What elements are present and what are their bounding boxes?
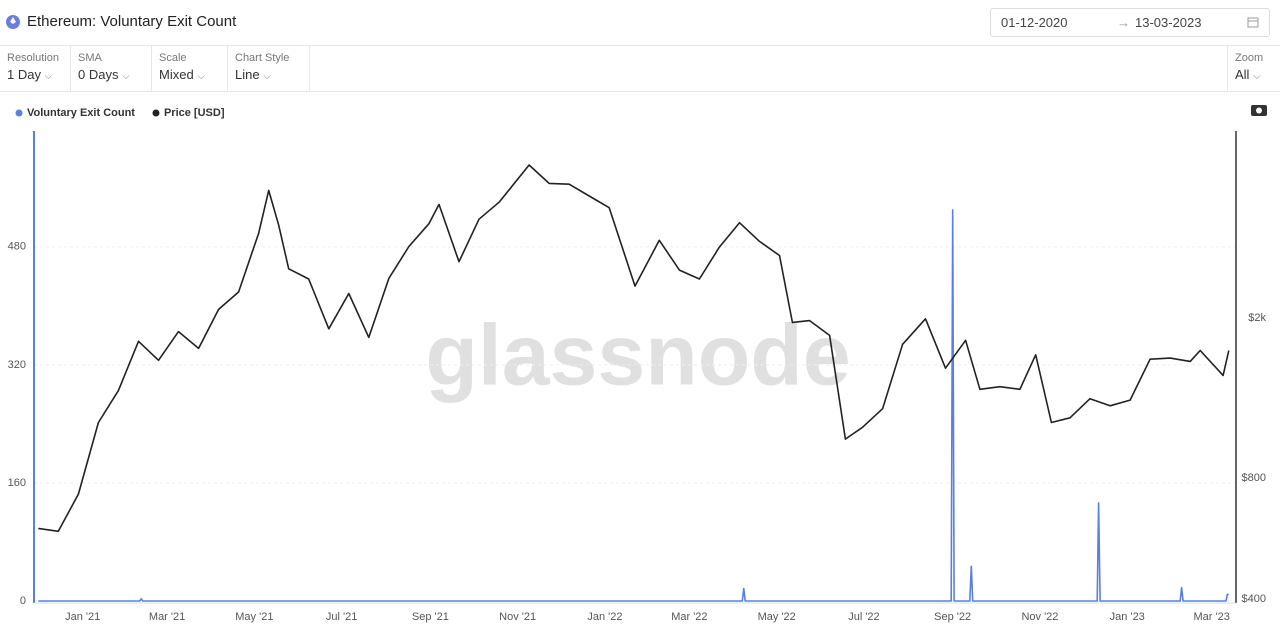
legend-label[interactable]: Voluntary Exit Count <box>27 107 135 119</box>
x-tick-label: Jan '21 <box>65 611 100 623</box>
control-label: Scale <box>159 52 187 64</box>
x-tick-label: Jul '22 <box>848 611 879 623</box>
watermark: glassnode <box>425 308 850 404</box>
calendar-icon <box>1247 17 1259 28</box>
x-tick-label: Sep '22 <box>934 611 971 623</box>
control-label: SMA <box>78 52 102 64</box>
zoom-value: All ⌵ <box>1235 67 1261 82</box>
x-tick-label: May '22 <box>758 611 796 623</box>
x-tick-label: Nov '21 <box>499 611 536 623</box>
control-label: Chart Style <box>235 52 290 64</box>
zoom-label: Zoom <box>1235 52 1264 64</box>
chevron: ⌵ <box>197 71 205 82</box>
date-from[interactable]: 01-12-2020 <box>1001 15 1068 30</box>
y-tick-label: 480 <box>8 241 26 253</box>
arrow: → <box>1117 15 1130 30</box>
chevron: ⌵ <box>122 71 130 82</box>
controls: Resolution 1 Day ⌵ SMA 0 Days ⌵ Scale Mixed ⌵… <box>0 46 1280 92</box>
chevron: ⌵ <box>44 71 53 82</box>
chart: glassnode 0 160 320 480 $400 $800 $2k Jan '21 Mar… <box>8 105 1267 623</box>
chevron: ⌵ <box>1253 71 1261 82</box>
x-tick-label: Jul '21 <box>326 611 357 623</box>
header: Ethereum: Voluntary Exit Count 01-12-202… <box>0 0 1280 46</box>
date-range[interactable]: 01-12-2020 → 13-03-2023 <box>990 8 1270 37</box>
y2-tick-label: $2k <box>1248 312 1266 324</box>
y2-tick-label: $400 <box>1242 593 1266 605</box>
control[interactable]: SMA 0 Days ⌵ <box>71 46 152 91</box>
eth-icon <box>6 15 20 29</box>
y2-tick-label: $800 <box>1242 472 1266 484</box>
control-value: 0 Days ⌵ <box>78 67 130 82</box>
x-tick-label: Mar '22 <box>671 611 707 623</box>
control[interactable]: Chart Style Line ⌵ <box>228 46 310 91</box>
legend-marker <box>152 109 160 117</box>
camera-lens <box>1256 107 1262 114</box>
date-to[interactable]: 13-03-2023 <box>1135 15 1202 30</box>
title: Ethereum: Voluntary Exit Count <box>27 13 237 30</box>
x-tick-label: Mar '23 <box>1194 611 1230 623</box>
series-line <box>38 164 1230 533</box>
zoom[interactable]: Zoom All ⌵ <box>1227 46 1280 91</box>
x-tick-label: Nov '22 <box>1021 611 1058 623</box>
chevron: ⌵ <box>263 71 271 82</box>
control[interactable]: Resolution 1 Day ⌵ <box>0 46 71 91</box>
control-value: Line ⌵ <box>235 67 271 82</box>
series-line <box>38 209 1229 602</box>
x-tick-label: Jan '23 <box>1110 611 1145 623</box>
y-tick-label: 0 <box>20 595 26 607</box>
control[interactable]: Scale Mixed ⌵ <box>152 46 228 91</box>
control-value: 1 Day ⌵ <box>7 67 53 82</box>
x-tick-label: Jan '22 <box>587 611 622 623</box>
legend-marker <box>15 109 23 117</box>
control-value: Mixed ⌵ <box>159 67 205 82</box>
y-tick-label: 160 <box>8 477 26 489</box>
x-tick-label: Mar '21 <box>149 611 185 623</box>
control-label: Resolution <box>7 52 59 64</box>
x-tick-label: Sep '21 <box>412 611 449 623</box>
y-tick-label: 320 <box>8 359 26 371</box>
x-tick-label: May '21 <box>235 611 273 623</box>
legend-label[interactable]: Price [USD] <box>164 107 225 119</box>
